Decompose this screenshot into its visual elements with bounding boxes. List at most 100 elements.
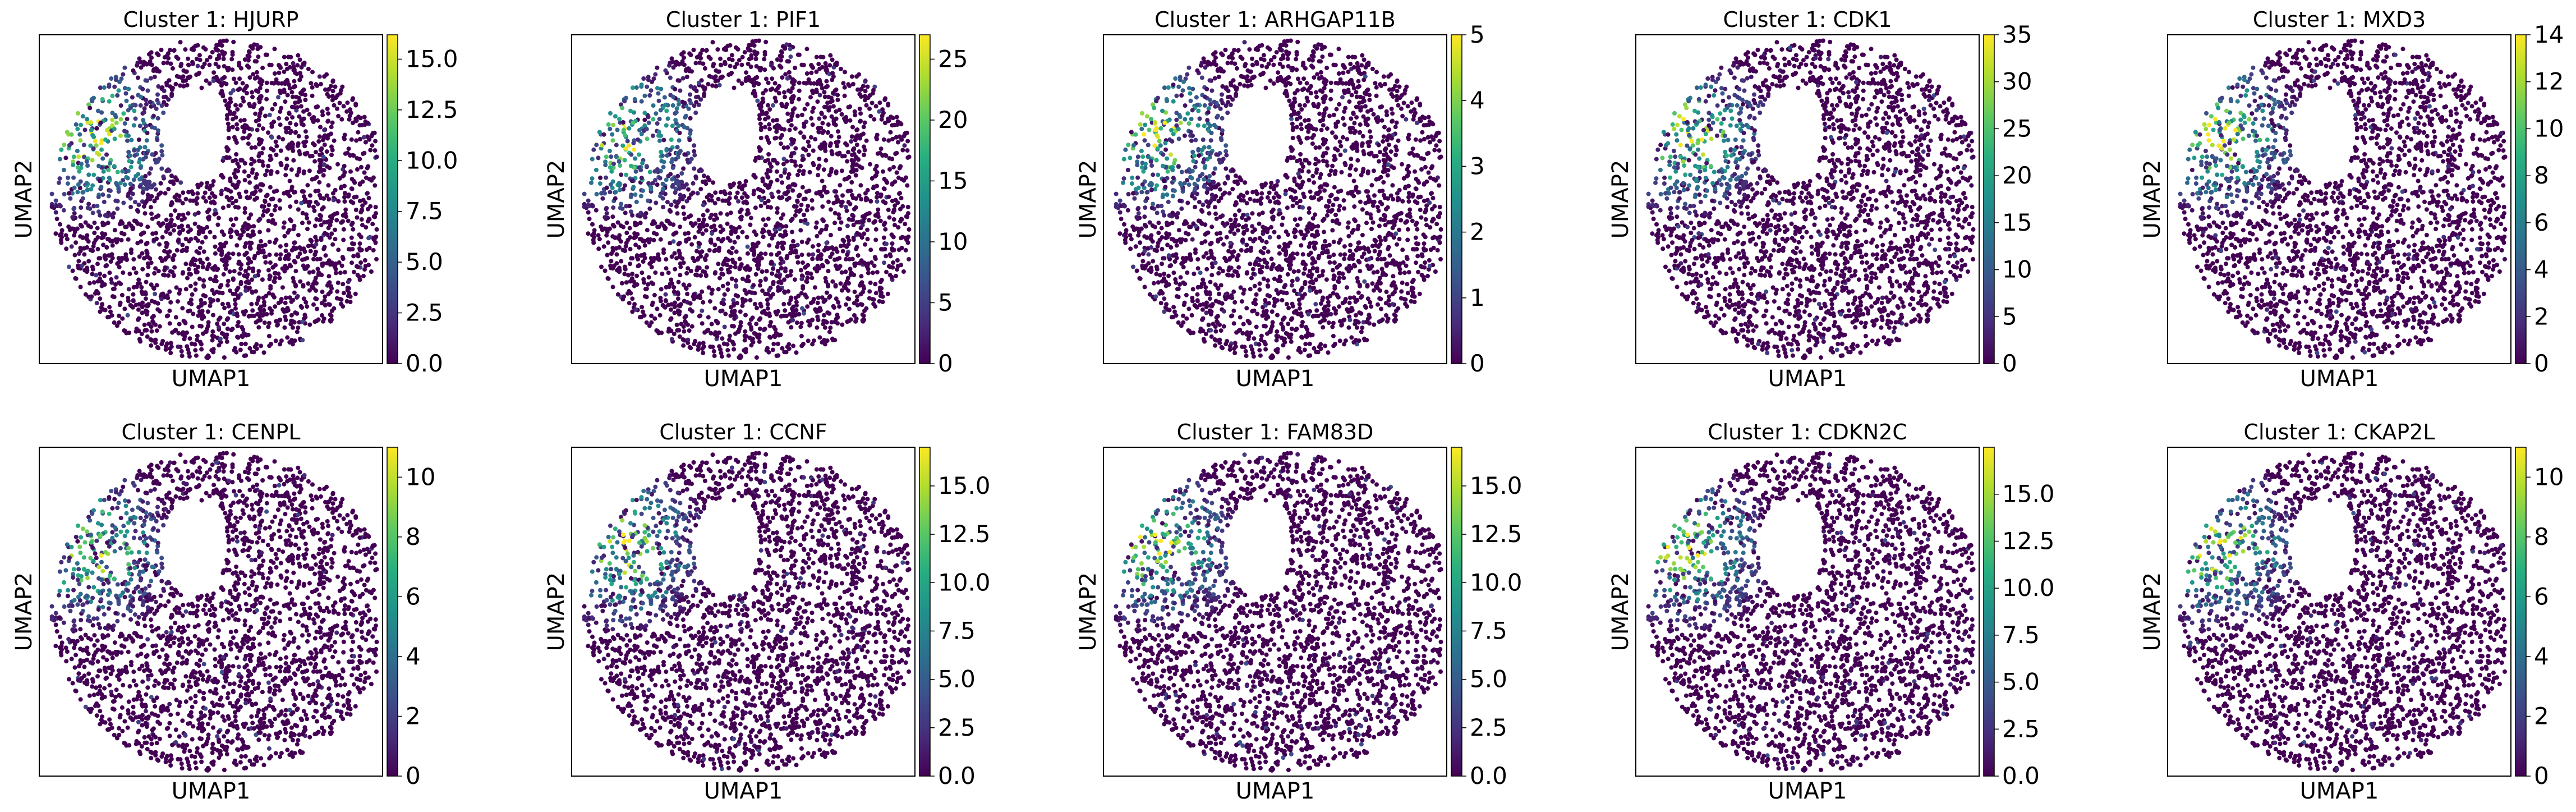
cell-point: [821, 264, 825, 268]
cell-point: [152, 182, 157, 187]
cell-point: [715, 334, 719, 339]
cell-point: [610, 234, 615, 238]
cell-point: [300, 338, 305, 342]
cell-point: [103, 253, 107, 258]
cell-point: [143, 211, 148, 215]
cell-point: [76, 154, 81, 159]
cell-point: [810, 207, 815, 211]
cell-point: [139, 95, 143, 99]
cell-point: [311, 269, 316, 274]
cell-point: [775, 118, 779, 122]
cell-point: [721, 260, 726, 265]
cell-point: [245, 227, 250, 231]
cell-point: [778, 223, 783, 227]
cell-point: [630, 296, 634, 301]
cell-point: [296, 207, 301, 212]
cell-point: [227, 136, 231, 140]
cell-point: [662, 304, 666, 309]
cell-point: [844, 205, 848, 209]
cell-point: [277, 116, 281, 121]
cell-point: [228, 288, 232, 293]
cell-point: [264, 194, 269, 198]
cell-point: [651, 117, 655, 122]
cell-point: [1244, 243, 1249, 247]
cell-point: [135, 285, 139, 289]
cell-point: [183, 262, 188, 266]
cell-point: [882, 137, 886, 142]
cell-point: [343, 170, 347, 175]
cell-point: [327, 258, 332, 263]
cell-point: [735, 294, 740, 299]
cell-point: [766, 81, 771, 85]
cell-point: [747, 322, 752, 326]
cell-point: [143, 174, 148, 178]
cell-point: [626, 273, 631, 277]
cell-point: [823, 95, 827, 99]
cell-point: [222, 355, 227, 360]
cell-point: [290, 115, 295, 120]
cell-point: [274, 319, 278, 324]
cell-point: [228, 269, 232, 274]
cell-point: [668, 148, 673, 152]
colorbar-tick-label: 0.0: [406, 350, 443, 377]
cell-point: [707, 55, 711, 59]
cell-point: [243, 210, 247, 215]
cell-point: [618, 163, 622, 168]
cell-point: [746, 251, 750, 256]
cell-point: [709, 239, 713, 244]
cell-point: [149, 212, 154, 216]
cell-point: [339, 221, 343, 225]
cell-point: [274, 153, 279, 157]
cell-point: [649, 88, 654, 93]
cell-point: [606, 240, 610, 245]
cell-point: [157, 242, 162, 247]
cell-point: [675, 106, 679, 111]
cell-point: [684, 114, 688, 118]
cell-point: [790, 318, 795, 323]
cell-point: [782, 90, 786, 95]
cell-point: [744, 201, 749, 205]
cell-point: [642, 118, 647, 122]
cell-point: [223, 99, 227, 103]
cell-point: [311, 302, 316, 307]
cell-point: [749, 318, 753, 322]
cell-point: [349, 222, 354, 227]
cell-point: [623, 265, 627, 269]
cell-point: [757, 254, 761, 258]
cell-point: [657, 99, 661, 103]
cell-point: [314, 242, 318, 247]
cell-point: [119, 231, 124, 235]
cell-point: [174, 55, 179, 59]
cell-point: [673, 267, 677, 272]
cell-point: [273, 102, 277, 107]
cell-point: [668, 209, 673, 214]
cell-point: [844, 302, 848, 307]
cell-point: [180, 218, 184, 222]
cell-point: [831, 104, 836, 109]
cell-point: [166, 254, 171, 259]
cell-point: [827, 63, 832, 67]
cell-point: [98, 121, 103, 125]
cell-point: [820, 340, 824, 345]
cell-point: [229, 57, 234, 61]
cell-point: [655, 329, 660, 333]
cell-points: [1114, 39, 1443, 360]
cell-point: [123, 182, 127, 187]
cell-point: [843, 94, 847, 98]
cell-point: [763, 327, 767, 331]
cell-point: [812, 163, 816, 167]
cell-point: [181, 330, 185, 334]
cell-point: [597, 237, 602, 241]
cell-point: [590, 157, 595, 162]
cell-point: [776, 342, 780, 346]
cell-point: [232, 171, 237, 176]
cell-point: [127, 287, 131, 291]
cell-point: [778, 233, 783, 237]
cell-point: [599, 265, 604, 269]
cell-point: [230, 67, 234, 72]
cell-point: [238, 267, 243, 271]
cell-point: [826, 269, 830, 273]
cell-point: [292, 85, 296, 89]
cell-point: [654, 111, 658, 116]
cell-point: [826, 122, 831, 127]
